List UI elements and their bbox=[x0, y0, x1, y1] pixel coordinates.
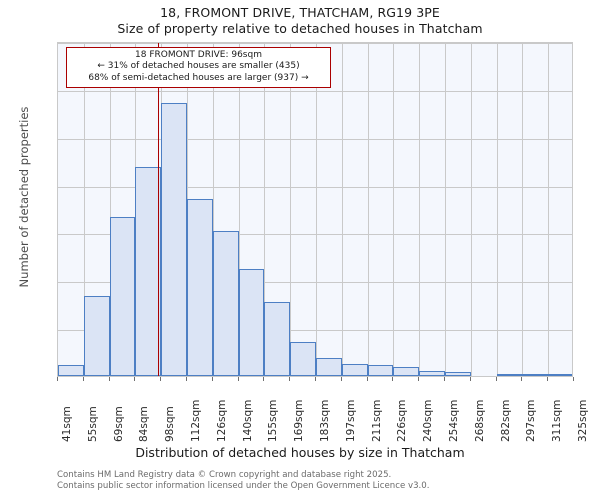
x-axis-tick-label: 140sqm bbox=[241, 399, 254, 442]
gridline-vertical bbox=[83, 43, 85, 376]
gridline-horizontal bbox=[58, 138, 572, 140]
x-axis-tick-mark bbox=[160, 377, 162, 381]
x-axis-tick-label: 240sqm bbox=[422, 399, 435, 442]
gridline-vertical bbox=[290, 43, 292, 376]
gridline-vertical bbox=[109, 43, 111, 376]
histogram-bar bbox=[419, 371, 445, 376]
x-axis-tick-mark bbox=[237, 377, 239, 381]
x-axis-tick-mark bbox=[315, 377, 316, 381]
histogram-bar bbox=[161, 103, 187, 376]
histogram-bar bbox=[58, 365, 84, 376]
x-axis-tick-mark bbox=[211, 377, 213, 381]
gridline-vertical bbox=[419, 43, 421, 376]
gridline-vertical bbox=[393, 43, 395, 376]
histogram-bar bbox=[109, 217, 136, 376]
gridline-horizontal bbox=[58, 234, 572, 236]
plot-area bbox=[57, 42, 573, 377]
histogram-bar bbox=[135, 167, 162, 376]
gridline-vertical bbox=[316, 43, 317, 376]
x-axis-tick-label: 282sqm bbox=[499, 399, 512, 442]
gridline-vertical bbox=[548, 43, 550, 376]
x-axis-tick-label: 112sqm bbox=[190, 399, 202, 442]
x-axis-tick-mark bbox=[108, 377, 110, 381]
x-axis-tick-label: 297sqm bbox=[525, 399, 538, 442]
x-axis-tick-mark bbox=[134, 377, 136, 381]
x-axis-tick-mark bbox=[547, 377, 549, 381]
x-axis-tick-mark bbox=[444, 377, 445, 381]
x-axis-tick-mark bbox=[186, 377, 187, 381]
x-axis-tick-label: 183sqm bbox=[319, 399, 331, 442]
x-axis-tick-mark bbox=[469, 377, 471, 381]
x-axis-tick-label: 126sqm bbox=[215, 399, 228, 442]
histogram-bar bbox=[341, 363, 368, 376]
x-axis-label: Distribution of detached houses by size … bbox=[135, 445, 465, 460]
x-axis-tick-mark bbox=[82, 377, 84, 381]
page-title: 18, FROMONT DRIVE, THATCHAM, RG19 3PE bbox=[160, 5, 440, 20]
x-axis-tick-mark bbox=[573, 377, 574, 381]
footer-line-1: Contains HM Land Registry data © Crown c… bbox=[57, 470, 392, 480]
gridline-vertical bbox=[238, 43, 240, 376]
footer-attribution: Contains HM Land Registry data © Crown c… bbox=[57, 470, 577, 491]
x-axis-tick-label: 211sqm bbox=[370, 399, 383, 442]
histogram-bar bbox=[238, 268, 265, 376]
histogram-bar bbox=[212, 231, 239, 376]
x-axis-tick-label: 226sqm bbox=[396, 399, 409, 442]
gridline-vertical bbox=[470, 43, 472, 376]
x-axis-tick-label: 84sqm bbox=[138, 406, 151, 442]
x-axis-tick-mark bbox=[495, 377, 497, 381]
x-axis-tick-mark bbox=[521, 377, 523, 381]
histogram-bar bbox=[316, 357, 342, 376]
histogram-bar bbox=[83, 295, 110, 376]
x-axis-tick-mark bbox=[289, 377, 291, 381]
x-axis-tick-mark bbox=[418, 377, 420, 381]
annotation-line-1: 18 FROMONT DRIVE: 96sqm bbox=[135, 50, 262, 60]
annotation-line-2: ← 31% of detached houses are smaller (43… bbox=[97, 61, 300, 72]
x-axis-tick-label: 169sqm bbox=[293, 399, 306, 442]
gridline-vertical bbox=[496, 43, 498, 376]
gridline-horizontal bbox=[58, 90, 572, 92]
histogram-bar bbox=[496, 374, 523, 376]
footer-line-2: Contains public sector information licen… bbox=[57, 480, 430, 491]
x-axis-tick-mark bbox=[392, 377, 394, 381]
gridline-horizontal bbox=[58, 186, 572, 188]
histogram-bar bbox=[264, 302, 291, 376]
plot-inner bbox=[58, 43, 572, 376]
x-axis-tick-mark bbox=[57, 377, 58, 381]
x-axis-tick-label: 197sqm bbox=[344, 399, 357, 442]
histogram-bar bbox=[522, 374, 549, 376]
annotation-line-3: 68% of semi-detached houses are larger (… bbox=[88, 72, 309, 83]
histogram-bar bbox=[367, 364, 394, 376]
gridline-horizontal bbox=[58, 330, 572, 332]
x-axis-tick-label: 311sqm bbox=[551, 399, 564, 442]
x-axis-tick-label: 69sqm bbox=[112, 406, 125, 442]
x-axis-tick-label: 98sqm bbox=[164, 406, 177, 442]
gridline-horizontal bbox=[58, 282, 572, 284]
gridline-horizontal bbox=[58, 43, 572, 44]
x-axis-tick-mark bbox=[263, 377, 265, 381]
x-axis-tick-label: 325sqm bbox=[577, 399, 589, 442]
x-axis-tick-label: 254sqm bbox=[448, 399, 460, 442]
gridline-vertical bbox=[445, 43, 446, 376]
property-marker-line bbox=[157, 43, 160, 376]
gridline-vertical bbox=[522, 43, 524, 376]
gridline-vertical bbox=[341, 43, 343, 376]
histogram-bar bbox=[187, 198, 213, 376]
histogram-bar bbox=[548, 374, 572, 376]
gridline-vertical bbox=[264, 43, 266, 376]
property-annotation-box: 18 FROMONT DRIVE: 96sqm ← 31% of detache… bbox=[66, 47, 331, 89]
x-axis-tick-label: 268sqm bbox=[473, 399, 486, 442]
histogram-bar bbox=[445, 372, 471, 376]
gridline-vertical bbox=[212, 43, 214, 376]
y-axis-label: Number of detached properties bbox=[17, 106, 31, 288]
gridline-vertical bbox=[367, 43, 369, 376]
chart-subtitle: Size of property relative to detached ho… bbox=[117, 21, 483, 36]
histogram-bar bbox=[393, 367, 420, 376]
x-axis-tick-label: 155sqm bbox=[267, 399, 280, 442]
x-axis-tick-label: 41sqm bbox=[61, 406, 73, 442]
x-axis-tick-label: 55sqm bbox=[86, 406, 99, 442]
x-axis-tick-mark bbox=[366, 377, 368, 381]
histogram-bar bbox=[290, 341, 316, 376]
x-axis-tick-mark bbox=[340, 377, 342, 381]
